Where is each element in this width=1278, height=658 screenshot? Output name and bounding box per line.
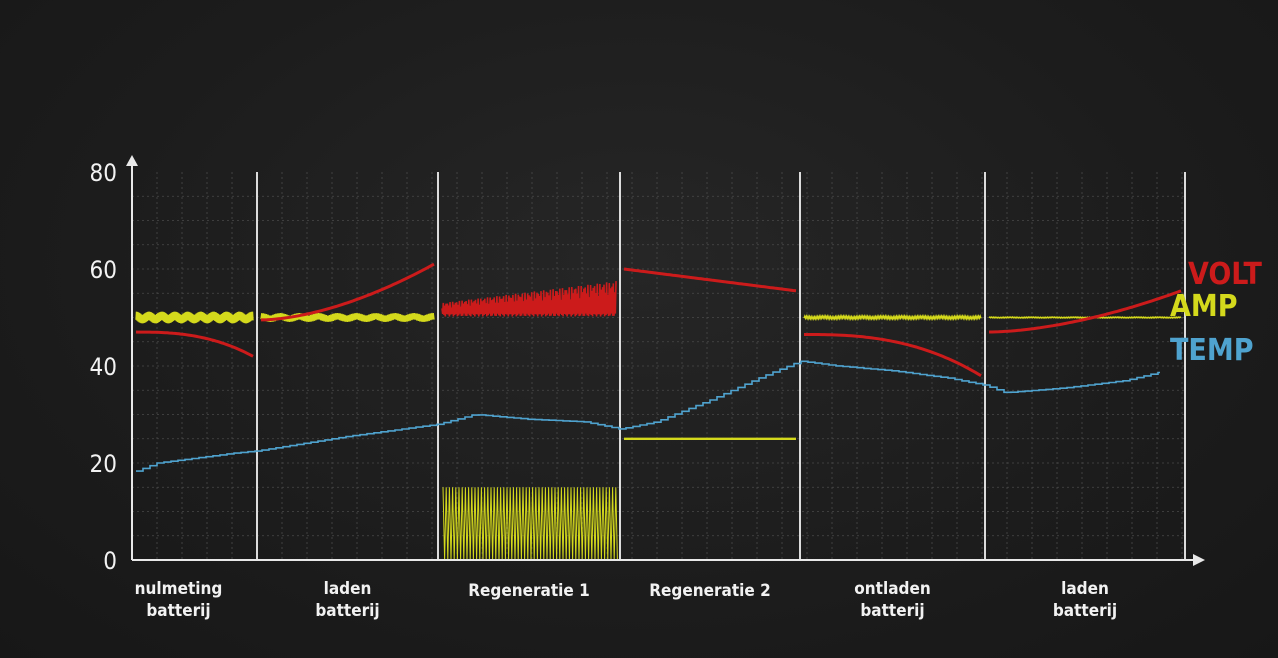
axes [126,155,1205,566]
segment-dividers [256,172,1186,560]
x-axis-arrow-icon [1193,554,1205,566]
legend-temp: TEMP [1170,333,1254,368]
legend-amp: AMP [1170,289,1238,324]
series-layer [135,262,1182,561]
segment-label: laden [324,579,372,599]
y-tick-label: 0 [103,547,117,575]
volt-line [804,333,982,377]
chart-grid [132,172,1185,560]
segment-label: laden [1061,579,1109,599]
amp-pulse-train [442,487,618,561]
segment-label: nulmeting [135,579,223,599]
segment-label: batterij [146,601,210,621]
volt-oscillation [441,281,617,317]
temp-line [136,360,1160,472]
y-tick-label: 40 [90,353,117,381]
amp-line [988,316,1182,319]
segment-label: batterij [315,601,379,621]
segment-label: Regeneratie 1 [468,581,590,601]
y-tick-labels: 0 20 40 60 80 [90,159,117,575]
segment-label: batterij [1053,601,1117,621]
segment-label: Regeneratie 2 [649,581,771,601]
segment-labels: nulmetingbatterijladenbatterijRegenerati… [135,579,1118,621]
volt-line [989,289,1182,334]
volt-line [623,267,797,293]
y-axis-arrow-icon [126,155,138,166]
y-tick-label: 20 [90,450,117,478]
volt-line [261,262,435,322]
amp-line [135,311,254,324]
segment-label: ontladen [854,579,930,599]
segment-label: batterij [860,601,924,621]
volt-line [135,330,254,358]
y-tick-label: 60 [90,256,117,284]
legend-volt: VOLT [1188,257,1263,292]
amp-line [803,313,982,322]
y-tick-label: 80 [90,159,117,187]
